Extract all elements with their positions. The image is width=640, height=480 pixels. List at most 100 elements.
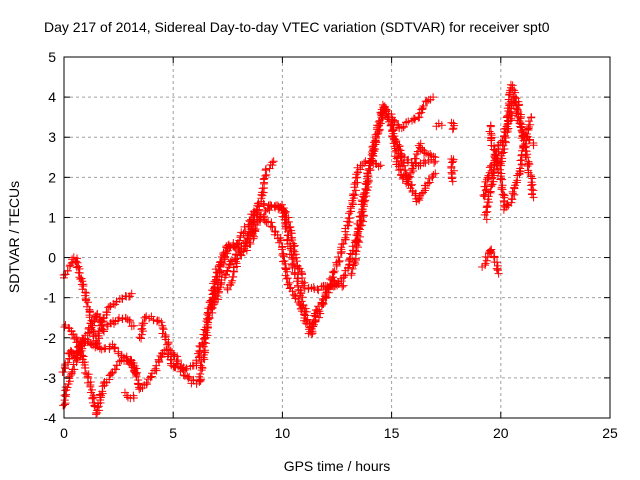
data-point <box>383 113 392 122</box>
data-point <box>381 106 390 115</box>
data-point <box>99 325 108 334</box>
data-point <box>410 115 419 124</box>
data-point <box>83 298 92 307</box>
grid <box>64 57 610 418</box>
data-point <box>139 319 148 328</box>
data-point <box>407 180 416 189</box>
data-point <box>63 358 72 367</box>
data-point <box>298 293 307 302</box>
data-point <box>183 372 192 381</box>
data-point <box>137 334 146 343</box>
data-point <box>213 272 222 281</box>
data-point <box>82 296 91 305</box>
data-point <box>517 151 526 160</box>
data-point <box>494 269 503 278</box>
data-point <box>77 280 86 289</box>
data-point <box>250 226 259 235</box>
data-point <box>414 113 423 122</box>
data-point <box>375 125 384 134</box>
data-point <box>419 188 428 197</box>
data-point <box>259 199 268 208</box>
data-point <box>374 162 383 171</box>
data-point <box>402 118 411 127</box>
data-point <box>267 218 276 227</box>
data-point <box>252 210 261 219</box>
data-point <box>289 290 298 299</box>
data-point <box>196 361 205 370</box>
data-point <box>486 187 495 196</box>
data-point <box>163 340 172 349</box>
y-axis-ticks: -4 -3 -2 -1 0 1 2 3 4 5 <box>44 49 610 426</box>
data-point <box>429 152 438 161</box>
data-point <box>333 281 342 290</box>
data-point <box>497 161 506 170</box>
data-point <box>73 258 82 267</box>
data-point <box>499 148 508 157</box>
data-point <box>526 120 535 129</box>
data-point <box>85 313 94 322</box>
data-point <box>527 181 536 190</box>
data-point <box>255 212 264 221</box>
data-point <box>330 267 339 276</box>
data-point <box>101 344 110 353</box>
y-tick-label: -1 <box>44 290 57 306</box>
data-point <box>127 289 136 298</box>
data-point <box>510 97 519 106</box>
data-point <box>185 372 194 381</box>
data-point <box>79 282 88 290</box>
data-point <box>215 266 224 275</box>
data-point <box>351 260 360 269</box>
data-point <box>301 319 310 328</box>
data-point <box>319 282 328 291</box>
data-point <box>97 321 106 330</box>
data-point <box>135 385 144 394</box>
data-point <box>288 287 297 296</box>
data-point <box>282 218 291 227</box>
data-point <box>164 339 173 348</box>
data-point <box>347 202 356 211</box>
data-point <box>72 257 81 266</box>
data-point <box>245 238 254 247</box>
data-point <box>211 290 220 299</box>
data-point <box>519 141 528 150</box>
data-point <box>270 202 279 211</box>
data-point <box>315 307 324 316</box>
data-point <box>146 373 155 382</box>
data-point <box>149 315 158 324</box>
data-point <box>214 295 223 304</box>
data-point <box>503 126 512 135</box>
data-point <box>249 234 258 243</box>
data-point <box>512 108 521 117</box>
data-point <box>239 247 248 256</box>
data-point <box>335 256 344 265</box>
data-point <box>232 240 241 249</box>
data-point <box>179 371 188 380</box>
data-point <box>219 259 228 268</box>
x-tick-label: 15 <box>384 425 400 441</box>
data-point <box>130 368 139 377</box>
data-point <box>210 284 219 293</box>
data-point <box>378 115 387 124</box>
data-point <box>88 394 97 403</box>
data-point <box>428 172 437 181</box>
data-point <box>181 365 190 374</box>
data-point <box>523 161 532 170</box>
data-point <box>431 153 440 162</box>
data-point <box>359 217 368 226</box>
data-point <box>210 298 219 307</box>
data-point <box>329 268 338 277</box>
data-point <box>173 352 182 361</box>
data-point <box>63 383 72 392</box>
data-point <box>423 97 432 106</box>
data-point <box>129 321 138 330</box>
data-point <box>490 150 499 159</box>
data-point <box>95 313 104 322</box>
data-point <box>506 80 515 89</box>
data-point <box>90 401 99 410</box>
data-point <box>431 169 440 178</box>
data-point <box>415 109 424 118</box>
data-point <box>516 164 525 173</box>
data-point <box>199 342 208 351</box>
data-point <box>350 191 359 200</box>
